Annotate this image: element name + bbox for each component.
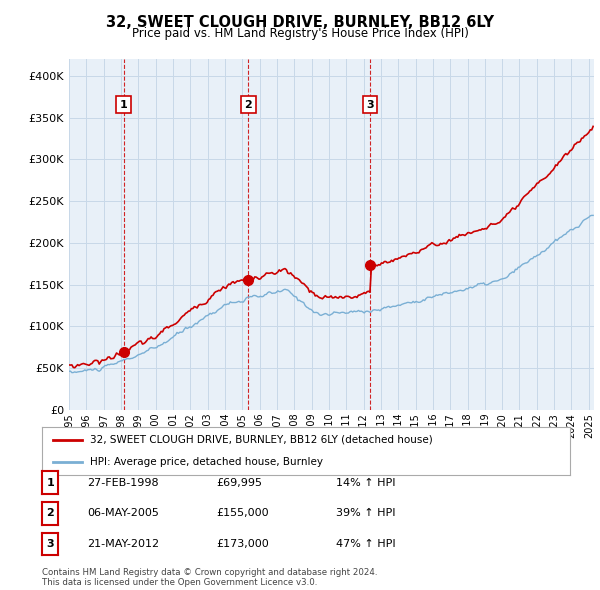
Text: Contains HM Land Registry data © Crown copyright and database right 2024.
This d: Contains HM Land Registry data © Crown c… xyxy=(42,568,377,587)
Text: Price paid vs. HM Land Registry's House Price Index (HPI): Price paid vs. HM Land Registry's House … xyxy=(131,27,469,40)
Text: 21-MAY-2012: 21-MAY-2012 xyxy=(87,539,159,549)
Text: £155,000: £155,000 xyxy=(216,509,269,518)
Text: 32, SWEET CLOUGH DRIVE, BURNLEY, BB12 6LY: 32, SWEET CLOUGH DRIVE, BURNLEY, BB12 6L… xyxy=(106,15,494,30)
Text: £69,995: £69,995 xyxy=(216,478,262,487)
Text: £173,000: £173,000 xyxy=(216,539,269,549)
Text: 2: 2 xyxy=(244,100,252,110)
Text: HPI: Average price, detached house, Burnley: HPI: Average price, detached house, Burn… xyxy=(89,457,323,467)
Text: 39% ↑ HPI: 39% ↑ HPI xyxy=(336,509,395,518)
Text: 32, SWEET CLOUGH DRIVE, BURNLEY, BB12 6LY (detached house): 32, SWEET CLOUGH DRIVE, BURNLEY, BB12 6L… xyxy=(89,435,432,445)
Text: 14% ↑ HPI: 14% ↑ HPI xyxy=(336,478,395,487)
Text: 06-MAY-2005: 06-MAY-2005 xyxy=(87,509,159,518)
Text: 47% ↑ HPI: 47% ↑ HPI xyxy=(336,539,395,549)
Text: 1: 1 xyxy=(120,100,127,110)
Text: 3: 3 xyxy=(46,539,54,549)
Text: 3: 3 xyxy=(367,100,374,110)
Text: 2: 2 xyxy=(46,509,54,518)
Text: 27-FEB-1998: 27-FEB-1998 xyxy=(87,478,158,487)
Text: 1: 1 xyxy=(46,478,54,487)
